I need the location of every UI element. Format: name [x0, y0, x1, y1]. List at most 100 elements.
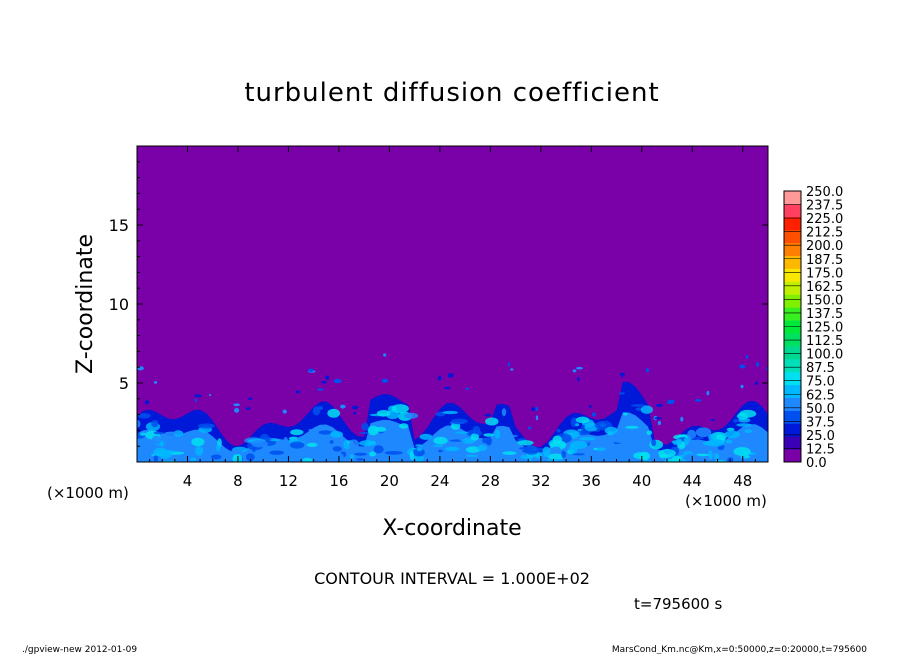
- field-speck: [710, 418, 715, 421]
- field-blob: [232, 453, 243, 462]
- field-blob: [618, 392, 626, 395]
- field-blob: [398, 444, 413, 448]
- field-blob: [575, 416, 590, 424]
- y-axis: 5 10 15: [109, 161, 768, 447]
- field-blob: [387, 428, 400, 437]
- x-tick-label: 28: [481, 472, 500, 490]
- field-blob: [483, 433, 495, 437]
- field-blob: [432, 444, 444, 447]
- colorbar-swatch: [784, 268, 801, 282]
- field-blob: [733, 447, 751, 456]
- field-blob: [377, 457, 388, 462]
- colorbar-swatch: [784, 191, 801, 205]
- colorbar-swatch: [784, 384, 801, 398]
- field-blob: [230, 448, 243, 455]
- field-blob: [623, 412, 628, 416]
- field-speck: [233, 403, 241, 407]
- field-speck: [194, 394, 202, 398]
- colorbar-swatch: [784, 216, 801, 231]
- field-blob: [639, 451, 651, 461]
- field-blob: [419, 433, 433, 440]
- field-speck: [353, 411, 357, 415]
- colorbar-label: 137.5: [806, 307, 843, 322]
- field-blob: [683, 453, 700, 462]
- field-blob: [556, 428, 561, 433]
- field-blob: [646, 430, 653, 436]
- field-speck: [507, 362, 510, 367]
- field-blob: [625, 425, 639, 429]
- field-blob: [376, 410, 391, 417]
- colorbar-swatch: [784, 449, 801, 463]
- field-speck: [740, 384, 744, 389]
- field-speck: [619, 372, 626, 376]
- field-blob: [327, 408, 341, 418]
- field-blob: [356, 458, 364, 461]
- field-blob: [455, 431, 469, 434]
- field-speck: [444, 386, 451, 390]
- field-speck: [755, 362, 760, 367]
- field-blob: [330, 431, 344, 438]
- field-blob: [552, 435, 563, 444]
- field-speck: [144, 400, 150, 405]
- x-tick-label: 40: [632, 472, 651, 490]
- field-blob: [289, 441, 305, 449]
- field-speck: [531, 407, 536, 411]
- colorbar-swatch: [784, 397, 801, 411]
- field-blob: [651, 439, 657, 447]
- field-blob: [542, 446, 551, 456]
- field-blob: [318, 430, 333, 435]
- field-blob: [398, 423, 409, 429]
- field-blob: [306, 442, 318, 447]
- x-tick-label: 20: [380, 472, 399, 490]
- y-tick-label: 5: [119, 374, 129, 393]
- field-blob: [283, 437, 289, 446]
- field-speck: [247, 397, 253, 400]
- field-blob: [367, 425, 379, 436]
- colorbar-swatch: [784, 358, 801, 373]
- field-blob: [216, 444, 221, 451]
- colorbar-label: 75.0: [806, 375, 835, 390]
- field-speck: [465, 387, 470, 390]
- field-blob: [165, 431, 179, 435]
- field-blob: [369, 451, 376, 457]
- field-blob: [264, 455, 270, 462]
- field-speck: [295, 390, 301, 394]
- field-blob: [392, 455, 402, 460]
- x-unit-label: (×1000 m): [685, 492, 767, 510]
- field-blob: [269, 439, 280, 442]
- x-tick-label: 32: [531, 472, 550, 490]
- colorbar-label: 12.5: [806, 442, 835, 457]
- field-blob: [472, 426, 481, 435]
- field-blob: [470, 433, 479, 441]
- field-blob: [692, 436, 704, 440]
- field-blob: [613, 434, 631, 444]
- field-blob: [220, 457, 225, 462]
- field-blob: [708, 433, 717, 442]
- field-blob: [329, 440, 334, 444]
- colorbar-label: 25.0: [806, 429, 835, 444]
- field-speck: [282, 409, 287, 414]
- y-unit-label: (×1000 m): [47, 484, 129, 502]
- field-blob: [450, 418, 468, 425]
- field-blob: [572, 453, 585, 456]
- field-blob: [316, 435, 334, 442]
- field-blob: [153, 447, 168, 457]
- colorbar-label: 187.5: [806, 253, 843, 268]
- field-blob: [442, 410, 459, 415]
- field-blob: [465, 446, 481, 453]
- y-axis-label: Z-coordinate: [73, 234, 98, 374]
- field-speck: [575, 366, 583, 370]
- field-blob: [751, 432, 764, 441]
- field-speck: [535, 415, 539, 421]
- field-speck: [739, 364, 746, 369]
- field-speck: [351, 405, 359, 410]
- field-blob: [725, 439, 733, 444]
- field-blob: [354, 456, 371, 462]
- field-blob: [197, 423, 215, 429]
- colorbar-label: 200.0: [806, 239, 843, 254]
- x-tick-label: 44: [683, 472, 702, 490]
- field-blob: [736, 412, 749, 420]
- field-blob: [726, 427, 735, 432]
- colorbar-label: 250.0: [806, 185, 843, 200]
- colorbar-swatch: [784, 203, 801, 218]
